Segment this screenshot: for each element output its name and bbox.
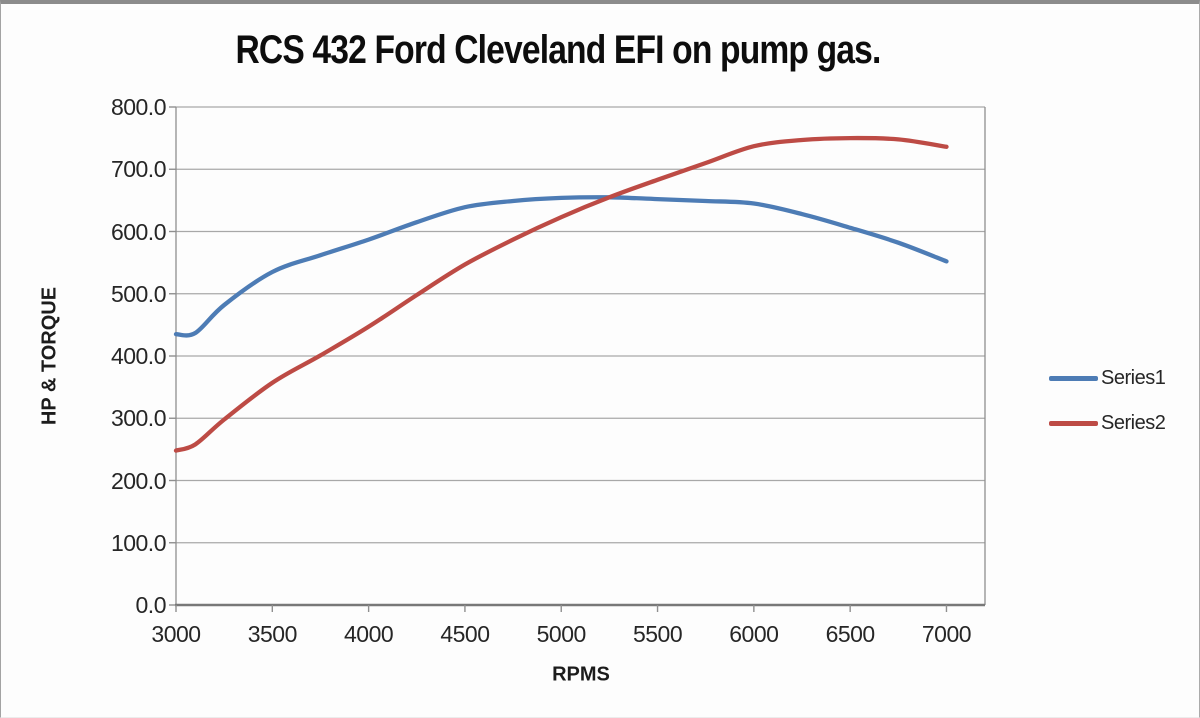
series1-line-swatch bbox=[1049, 376, 1098, 381]
x-tick-label: 4000 bbox=[344, 621, 394, 647]
series-line-series1 bbox=[173, 195, 949, 338]
x-axis-title: RPMS bbox=[552, 663, 610, 686]
y-tick-label: 300.0 bbox=[110, 405, 167, 432]
y-tick-label: 600.0 bbox=[110, 218, 167, 245]
x-tick-label: 6500 bbox=[825, 621, 876, 647]
x-tick-label: 6000 bbox=[729, 621, 779, 647]
chart-title: RCS 432 Ford Cleveland EFI on pump gas. bbox=[235, 28, 882, 72]
series-line-series2 bbox=[173, 135, 949, 453]
y-tick-label: 0.0 bbox=[135, 592, 167, 618]
y-tick-label: 100.0 bbox=[110, 529, 167, 556]
y-tick-label: 800.0 bbox=[110, 94, 167, 120]
x-tick-label: 3000 bbox=[151, 621, 201, 647]
x-tick-label: 7000 bbox=[921, 621, 972, 647]
legend-label-series1: Series1 bbox=[1101, 367, 1166, 389]
y-tick-label: 700.0 bbox=[110, 156, 167, 183]
x-tick-label: 5500 bbox=[632, 621, 683, 647]
legend-label-series2: Series2 bbox=[1101, 412, 1166, 434]
plot-area bbox=[169, 106, 986, 612]
legend-entry-series2: Series2 bbox=[1049, 412, 1166, 435]
legend-entry-series1: Series1 bbox=[1049, 367, 1166, 390]
x-tick-label: 5000 bbox=[536, 621, 587, 647]
x-tick-label: 3500 bbox=[247, 621, 298, 647]
y-tick-label: 200.0 bbox=[110, 467, 167, 494]
x-tick-label: 4500 bbox=[440, 621, 490, 647]
y-tick-label: 400.0 bbox=[110, 343, 167, 369]
y-tick-label: 500.0 bbox=[110, 280, 167, 307]
series2-line-swatch bbox=[1049, 421, 1098, 426]
